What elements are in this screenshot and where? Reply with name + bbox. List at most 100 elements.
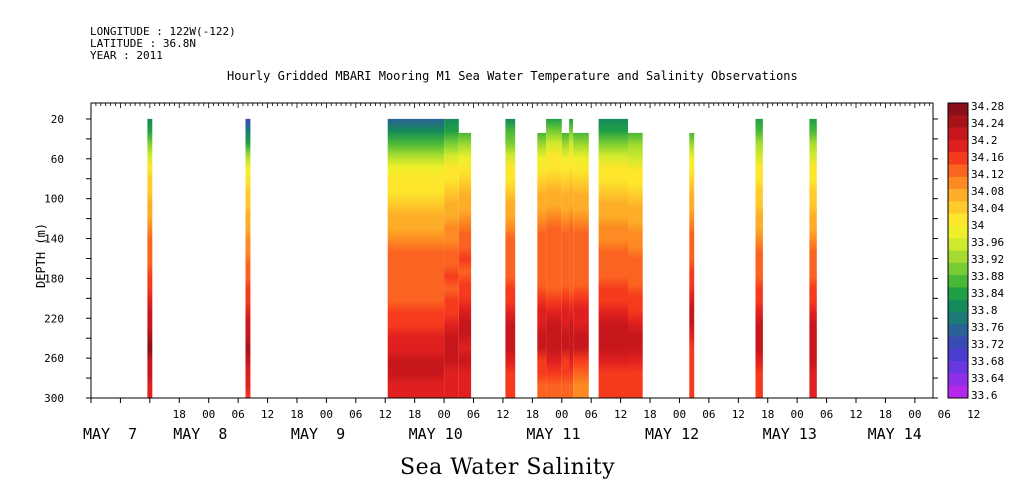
colorbar-tick-label: 34.04 — [971, 202, 1004, 215]
x-day-label: MAY 11 — [526, 425, 580, 443]
x-hour-tick-label: 06 — [349, 408, 362, 421]
x-day-label: MAY 9 — [291, 425, 345, 443]
x-hour-tick-label: 00 — [908, 408, 921, 421]
x-hour-tick-label: 00 — [202, 408, 215, 421]
colorbar-swatch — [948, 275, 968, 288]
colorbar-swatch — [948, 348, 968, 362]
axis-ticks — [86, 103, 938, 403]
x-hour-tick-label: 12 — [849, 408, 862, 421]
x-hour-tick-label: 12 — [496, 408, 509, 421]
salinity-column-block — [598, 118, 628, 399]
colorbar-tick-label: 33.68 — [971, 355, 1004, 368]
colorbar-tick-label: 34.12 — [971, 168, 1004, 181]
salinity-column-block — [387, 118, 445, 399]
y-tick-label: 20 — [51, 113, 64, 126]
salinity-column-block — [245, 118, 251, 399]
x-hour-tick-label: 18 — [173, 408, 186, 421]
colorbar-tick-label: 34.24 — [971, 117, 1004, 130]
colorbar-swatch — [948, 250, 968, 264]
x-hour-tick-label: 06 — [585, 408, 598, 421]
year-label: YEAR : 2011 — [90, 49, 163, 62]
colorbar-tick-label: 33.96 — [971, 236, 1004, 249]
x-hour-tick-label: 00 — [437, 408, 450, 421]
salinity-column-block — [573, 132, 589, 398]
y-tick-label: 300 — [44, 392, 64, 405]
salinity-column-block — [628, 132, 643, 398]
colorbar-swatch — [948, 336, 968, 350]
y-tick-label: 180 — [44, 272, 64, 285]
colorbar-swatch — [948, 311, 968, 325]
x-day-label: MAY 12 — [645, 425, 699, 443]
salinity-column-block — [505, 118, 516, 399]
colorbar-swatch — [948, 201, 968, 214]
colorbar-tick-label: 33.6 — [971, 389, 998, 402]
x-hour-tick-label: 12 — [379, 408, 392, 421]
x-hour-tick-label: 12 — [261, 408, 274, 421]
colorbar-frame — [947, 102, 969, 399]
colorbar-tick-label: 33.92 — [971, 253, 1004, 266]
salinity-column-block — [569, 118, 573, 399]
chart-title: Hourly Gridded MBARI Mooring M1 Sea Wate… — [227, 69, 798, 83]
x-hour-tick-label: 12 — [614, 408, 627, 421]
salinity-column-block — [537, 132, 547, 398]
x-day-label: MAY 8 — [173, 425, 227, 443]
colorbar-swatch — [948, 373, 968, 387]
salinity-column-block — [458, 132, 472, 398]
colorbar-swatch — [948, 164, 968, 178]
x-day-label: MAY 7 — [83, 425, 137, 443]
x-hour-tick-label: 18 — [290, 408, 303, 421]
x-hour-tick-label: 12 — [967, 408, 980, 421]
longitude-label: LONGITUDE : 122W(-122) — [90, 25, 236, 38]
x-hour-tick-label: 06 — [702, 408, 715, 421]
y-tick-label: 140 — [44, 233, 64, 246]
bottom-title: Sea Water Salinity — [400, 455, 616, 480]
x-hour-tick-label: 00 — [320, 408, 333, 421]
salinity-column-block — [809, 118, 817, 399]
colorbar-tick-label: 33.88 — [971, 270, 1004, 283]
x-hour-tick-label: 06 — [231, 408, 244, 421]
salinity-column-block — [755, 118, 763, 399]
x-day-label: MAY 13 — [763, 425, 817, 443]
colorbar-tick-label: 34.28 — [971, 100, 1004, 113]
colorbar-swatch — [948, 152, 968, 165]
colorbar-swatch — [948, 176, 968, 190]
y-axis-label: DEPTH (m) — [34, 223, 48, 288]
x-hour-tick-label: 00 — [673, 408, 686, 421]
salinity-column-block — [147, 118, 153, 399]
x-hour-tick-label: 00 — [791, 408, 804, 421]
colorbar: 34.28 34.24 34.2 34.16 34.12 34.08 34.04 34 33.9… — [947, 100, 1004, 402]
data-blocks — [147, 118, 817, 399]
x-hour-tick-label: 12 — [732, 408, 745, 421]
colorbar-tick-label: 33.8 — [971, 304, 998, 317]
x-hour-tick-label: 06 — [820, 408, 833, 421]
axis-labels: 20 60 100 140 180 220 260 300 18 00 06 12 18 00 06 12 18… — [44, 113, 980, 443]
colorbar-tick-label: 34.16 — [971, 151, 1004, 164]
salinity-column-block — [444, 118, 459, 399]
x-hour-tick-label: 18 — [761, 408, 774, 421]
colorbar-swatch — [948, 213, 968, 227]
y-tick-label: 260 — [44, 352, 64, 365]
x-hour-tick-label: 06 — [467, 408, 480, 421]
colorbar-swatch — [948, 361, 968, 374]
colorbar-swatch — [948, 189, 968, 202]
colorbar-swatch — [948, 385, 968, 399]
colorbar-swatch — [948, 238, 968, 251]
salinity-column-block — [561, 132, 570, 398]
y-tick-label: 220 — [44, 312, 64, 325]
y-tick-label: 60 — [51, 153, 64, 166]
colorbar-tick-label: 34.08 — [971, 185, 1004, 198]
colorbar-swatch — [948, 324, 968, 337]
colorbar-tick-label: 33.84 — [971, 287, 1004, 300]
colorbar-swatch — [948, 127, 968, 141]
latitude-label: LATITUDE : 36.8N — [90, 37, 196, 50]
x-hour-tick-label: 18 — [408, 408, 421, 421]
colorbar-tick-label: 34 — [971, 219, 985, 232]
x-hour-tick-label: 06 — [938, 408, 951, 421]
x-hour-tick-label: 18 — [643, 408, 656, 421]
colorbar-swatch — [948, 262, 968, 276]
colorbar-swatch — [948, 287, 968, 300]
colorbar-tick-label: 34.2 — [971, 134, 998, 147]
colorbar-swatch — [948, 225, 968, 239]
plot-frame — [90, 102, 934, 399]
